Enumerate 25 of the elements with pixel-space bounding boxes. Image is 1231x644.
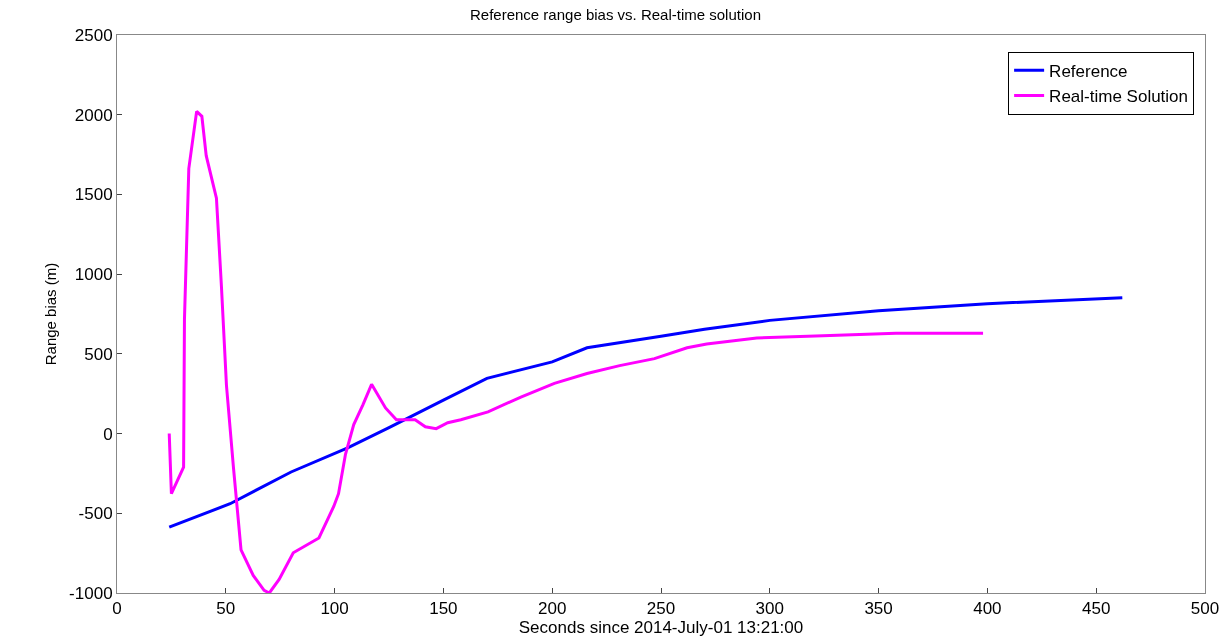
y-tick-label: 1500: [74, 185, 113, 205]
x-tick-label: 150: [429, 599, 458, 619]
y-tick-label: 500: [84, 344, 113, 364]
y-tick-label: 1000: [74, 265, 113, 285]
x-tick-label: 250: [646, 599, 676, 619]
line-series: [167, 109, 985, 593]
legend-label: Real-time Solution: [1049, 87, 1189, 107]
y-tick-label: 2500: [74, 25, 113, 45]
x-tick-label: 100: [320, 599, 349, 619]
x-tick-label: 50: [216, 599, 236, 619]
y-tick-label: -1000: [69, 583, 113, 603]
line-series: [167, 296, 1124, 529]
chart-title: Reference range bias vs. Real-time solution: [470, 6, 761, 24]
legend-label: Reference: [1049, 61, 1128, 81]
y-tick-label: -500: [78, 504, 113, 524]
x-tick-label: 450: [1082, 599, 1111, 619]
y-axis-title: Range bias (m): [42, 262, 60, 366]
y-tick-label: 0: [103, 424, 113, 444]
x-axis-title: Seconds since 2014-July-01 13:21:00: [518, 618, 804, 638]
x-tick-label: 300: [755, 599, 784, 619]
x-tick-label: 400: [973, 599, 1002, 619]
x-tick-label: 350: [864, 599, 893, 619]
x-tick-label: 200: [538, 599, 567, 619]
y-tick-label: 2000: [74, 105, 113, 125]
x-tick-label: 500: [1190, 599, 1220, 619]
